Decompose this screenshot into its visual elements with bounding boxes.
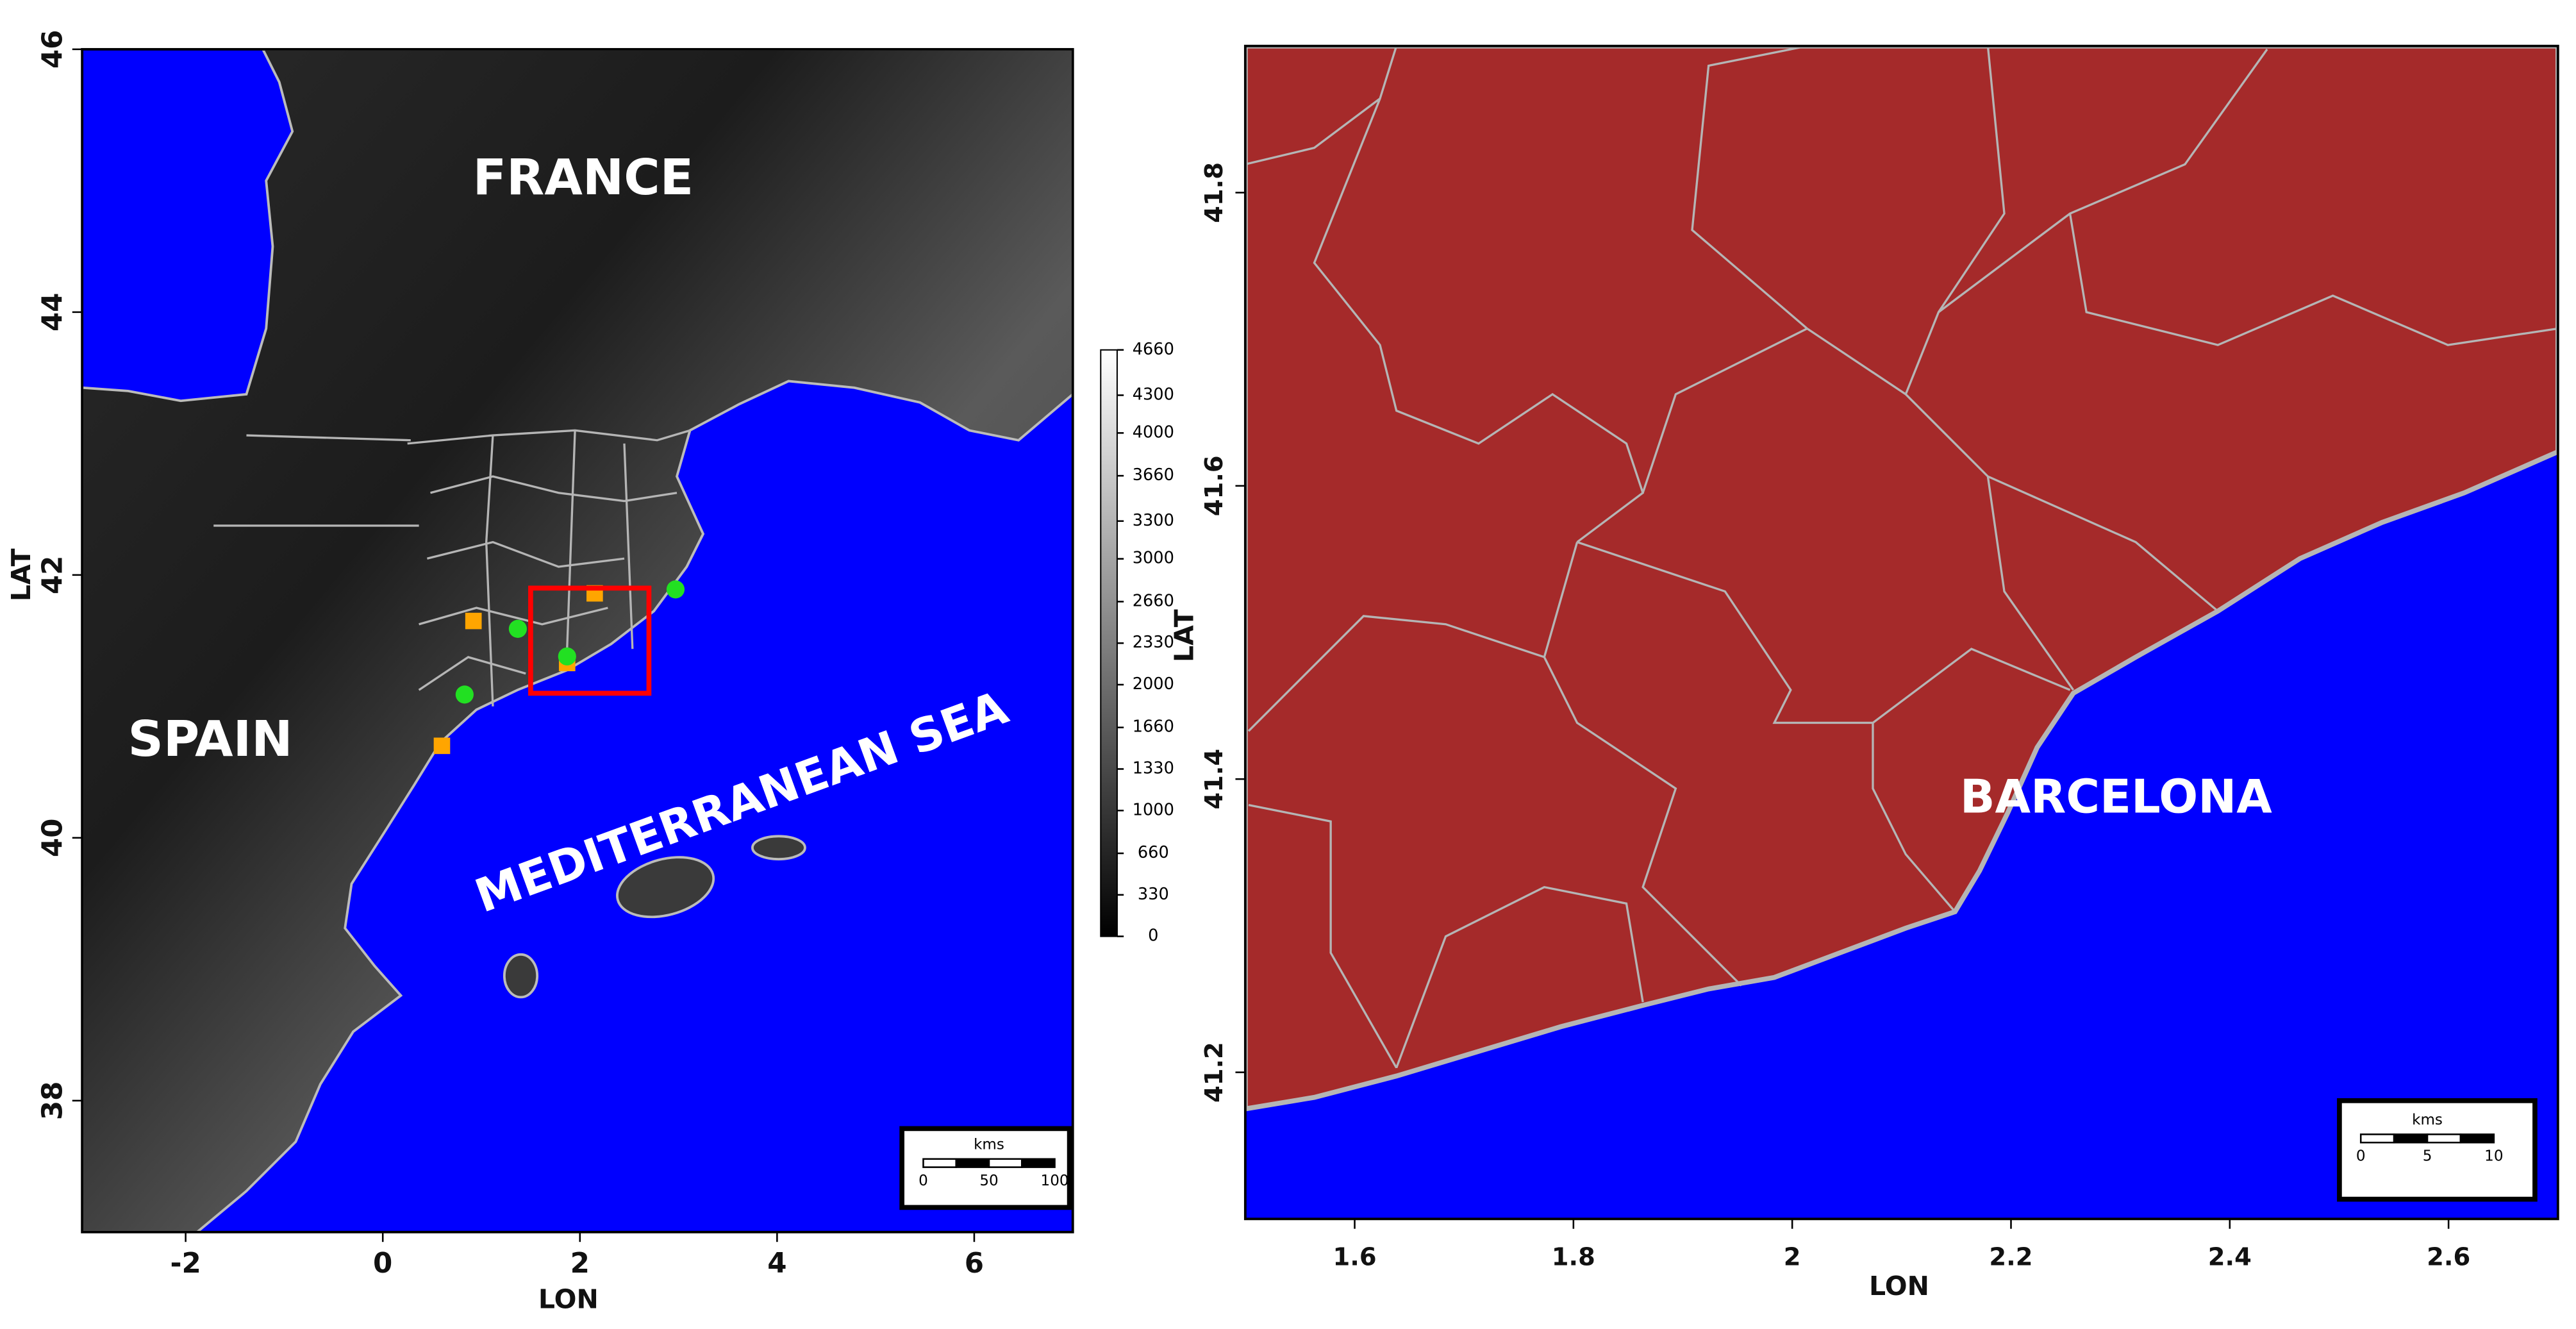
scalebar-segment bbox=[922, 1158, 958, 1168]
x-tick-label: 2 bbox=[1784, 1242, 1801, 1271]
left-map bbox=[82, 49, 1073, 1232]
colorbar-tick-label: 0 bbox=[1148, 926, 1158, 946]
colorbar-tick-label: 3300 bbox=[1133, 511, 1174, 530]
scalebar-segment bbox=[1020, 1158, 1056, 1168]
site-marker bbox=[558, 647, 576, 666]
colorbar-tick-label: 2660 bbox=[1133, 591, 1174, 610]
scalebar-label: 10 bbox=[2484, 1148, 2503, 1164]
colorbar-tick-label: 1660 bbox=[1133, 717, 1174, 737]
scalebar-segment bbox=[2426, 1133, 2462, 1144]
x-tick-label: 4 bbox=[767, 1248, 786, 1280]
y-tick-label: 42 bbox=[37, 556, 69, 595]
scalebar-label: 100 bbox=[1041, 1173, 1069, 1189]
x-tick-label: 0 bbox=[373, 1248, 392, 1280]
land bbox=[82, 49, 1073, 1232]
scalebar-label: 50 bbox=[979, 1173, 998, 1189]
colorbar-tick-label: 2330 bbox=[1133, 633, 1174, 652]
colorbar bbox=[1100, 349, 1118, 937]
site-marker bbox=[465, 612, 482, 630]
x-tick-label: 2.2 bbox=[1989, 1242, 2032, 1271]
colorbar-tick-label: 2000 bbox=[1133, 674, 1174, 694]
y-tick-label: 44 bbox=[37, 293, 69, 332]
scalebar-segment bbox=[2393, 1133, 2429, 1144]
scalebar-segment bbox=[2459, 1133, 2495, 1144]
mallorca bbox=[616, 856, 715, 919]
site-marker bbox=[666, 580, 685, 599]
scalebar-unit: kms bbox=[974, 1137, 1004, 1153]
place-label: SPAIN bbox=[128, 711, 293, 768]
frame bbox=[1243, 44, 2559, 1221]
scalebar-segment bbox=[2359, 1133, 2395, 1144]
site-marker bbox=[455, 685, 474, 704]
scalebar-label: 0 bbox=[918, 1173, 928, 1189]
x-axis-label: LON bbox=[538, 1283, 599, 1314]
ibiza bbox=[503, 953, 539, 999]
right-map bbox=[1245, 46, 2558, 1219]
x-tick-label: 6 bbox=[965, 1248, 984, 1280]
menorca bbox=[751, 835, 806, 861]
y-axis-label: LAT bbox=[1169, 609, 1200, 662]
colorbar-tick-label: 4000 bbox=[1133, 422, 1174, 442]
x-tick-label: 2.4 bbox=[2208, 1242, 2252, 1271]
colorbar-tick-label: 660 bbox=[1138, 843, 1169, 862]
region-border bbox=[1245, 46, 2558, 1069]
scalebar-segment bbox=[988, 1158, 1023, 1168]
colorbar-tick-label: 4660 bbox=[1133, 340, 1174, 359]
zoom-box bbox=[528, 585, 652, 696]
site-marker bbox=[508, 619, 527, 638]
scalebar-segment bbox=[955, 1158, 990, 1168]
scalebar-unit: kms bbox=[2412, 1112, 2443, 1128]
site-marker bbox=[433, 737, 451, 755]
y-tick-label: 41.8 bbox=[1200, 162, 1229, 223]
y-tick-label: 46 bbox=[37, 30, 69, 69]
x-tick-label: 1.8 bbox=[1552, 1242, 1595, 1271]
place-label: FRANCE bbox=[473, 149, 694, 206]
place-label: BARCELONA bbox=[1960, 769, 2272, 823]
scalebar-label: 0 bbox=[2356, 1148, 2366, 1164]
land bbox=[1245, 46, 2558, 1112]
x-tick-label: 2 bbox=[570, 1248, 590, 1280]
colorbar-tick-label: 1330 bbox=[1133, 758, 1174, 778]
colorbar-tick-label: 330 bbox=[1138, 885, 1169, 904]
y-tick-label: 40 bbox=[37, 819, 69, 858]
colorbar-tick-label: 4300 bbox=[1133, 385, 1174, 404]
x-tick-label: -2 bbox=[170, 1248, 201, 1280]
y-tick-label: 41.2 bbox=[1200, 1042, 1229, 1103]
region-border bbox=[213, 429, 690, 706]
y-tick-label: 41.4 bbox=[1200, 749, 1229, 810]
y-tick-label: 41.6 bbox=[1200, 455, 1229, 516]
frame bbox=[81, 47, 1074, 1233]
x-tick-label: 1.6 bbox=[1333, 1242, 1376, 1271]
colorbar-tick-label: 3000 bbox=[1133, 549, 1174, 568]
x-axis-label: LON bbox=[1869, 1271, 1929, 1301]
scalebar-box bbox=[2337, 1098, 2538, 1202]
colorbar-tick-label: 1000 bbox=[1133, 800, 1174, 819]
colorbar-tick-label: 3660 bbox=[1133, 465, 1174, 485]
scalebar-label: 5 bbox=[2423, 1148, 2432, 1164]
y-tick-label: 38 bbox=[37, 1082, 69, 1121]
y-axis-label: LAT bbox=[6, 549, 37, 602]
x-tick-label: 2.6 bbox=[2427, 1242, 2470, 1271]
